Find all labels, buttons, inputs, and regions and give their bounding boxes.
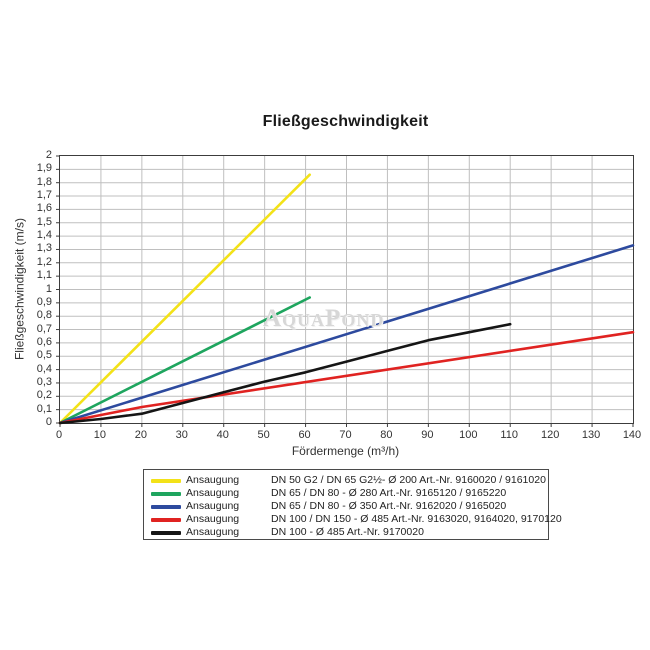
series-line-4 [58,322,512,425]
legend-swatch [151,531,181,535]
chart-title: Fließgeschwindigkeit [262,113,429,130]
legend-series-description: DN 50 G2 / DN 65 G2½- Ø 200 Art.-Nr. 916… [271,474,546,486]
y-tick-label: 0,9 [36,295,52,308]
legend-row: Ansaugung DN 65 / DN 80 - Ø 350 Art.-Nr. … [144,500,548,513]
legend-row: Ansaugung DN 100 / DN 150 - Ø 485 Art.-Nr… [144,513,562,526]
plot-area [56,155,635,427]
legend-series-label: Ansaugung [186,500,240,512]
legend-series-label: Ansaugung [186,487,240,499]
x-tick-label: 110 [500,429,518,441]
y-tick-label: 1,4 [36,229,52,242]
x-tick-label: 80 [380,429,393,441]
legend-swatch [151,505,181,509]
y-tick-label: 1,2 [36,255,52,268]
x-tick-label: 70 [339,429,352,441]
legend-row: Ansaugung DN 100 - Ø 485 Art.-Nr. 9170020 [144,526,548,539]
y-tick-label: 1,9 [36,162,52,175]
y-tick-label: 0,6 [36,335,52,348]
legend-swatch [151,479,181,483]
legend-series-label: Ansaugung [186,513,240,525]
legend-box: Ansaugung DN 50 G2 / DN 65 G2½- Ø 200 Art… [143,469,562,540]
x-tick-label: 40 [216,429,229,441]
y-tick-label: 1,6 [36,202,52,215]
x-tick-label: 130 [581,429,601,441]
series-line-1 [58,296,311,425]
x-tick-label: 90 [421,429,434,441]
legend-swatch [151,518,181,522]
legend-series-label: Ansaugung [186,526,240,538]
x-tick-label: 20 [134,429,147,441]
x-tick-label: 30 [175,429,188,441]
y-tick-label: 0,8 [36,309,52,322]
legend-series-description: DN 100 - Ø 485 Art.-Nr. 9170020 [271,526,424,538]
series-line-3 [58,330,635,425]
legend-series-description: DN 65 / DN 80 - Ø 350 Art.-Nr. 9162020 /… [271,500,507,512]
x-tick-label: 0 [55,429,63,441]
y-tick-label: 1,3 [36,242,52,255]
legend-swatch [151,492,181,496]
legend-series-description: DN 100 / DN 150 - Ø 485 Art.-Nr. 9163020… [271,513,562,525]
y-tick-label: 1,5 [36,215,52,228]
series-line-2 [58,244,635,425]
y-tick-label: 0,7 [36,322,52,335]
y-tick-label: 0,3 [36,375,52,388]
y-tick-label: 0,2 [36,389,52,402]
x-tick-label: 60 [298,429,311,441]
x-axis-label: Fördermenge (m³/h) [291,444,400,458]
x-tick-label: 120 [540,429,560,441]
y-tick-label: 1,7 [36,189,52,202]
x-tick-label: 10 [93,429,107,441]
watermark: AquaPond [263,305,385,332]
y-tick-label: 0,5 [36,349,52,362]
y-tick-label: 2 [45,149,52,161]
x-tick-label: 140 [622,429,642,441]
y-tick-label: 1,1 [36,269,52,282]
y-tick-label: 1,8 [36,175,52,188]
plot-canvas [56,155,635,427]
y-tick-label: 0,1 [36,402,52,415]
legend-row: Ansaugung DN 50 G2 / DN 65 G2½- Ø 200 Art… [144,474,548,487]
y-tick-label: 0 [45,416,52,428]
y-tick-label: 1 [45,282,52,295]
legend-row: Ansaugung DN 65 / DN 80 - Ø 280 Art.-Nr. … [144,487,548,500]
x-tick-label: 100 [459,429,478,441]
legend-series-label: Ansaugung [186,474,240,486]
series-line-0 [58,173,311,425]
y-tick-label: 0,4 [36,362,52,375]
x-tick-label: 50 [257,429,270,441]
legend-series-description: DN 65 / DN 80 - Ø 280 Art.-Nr. 9165120 /… [271,487,507,499]
